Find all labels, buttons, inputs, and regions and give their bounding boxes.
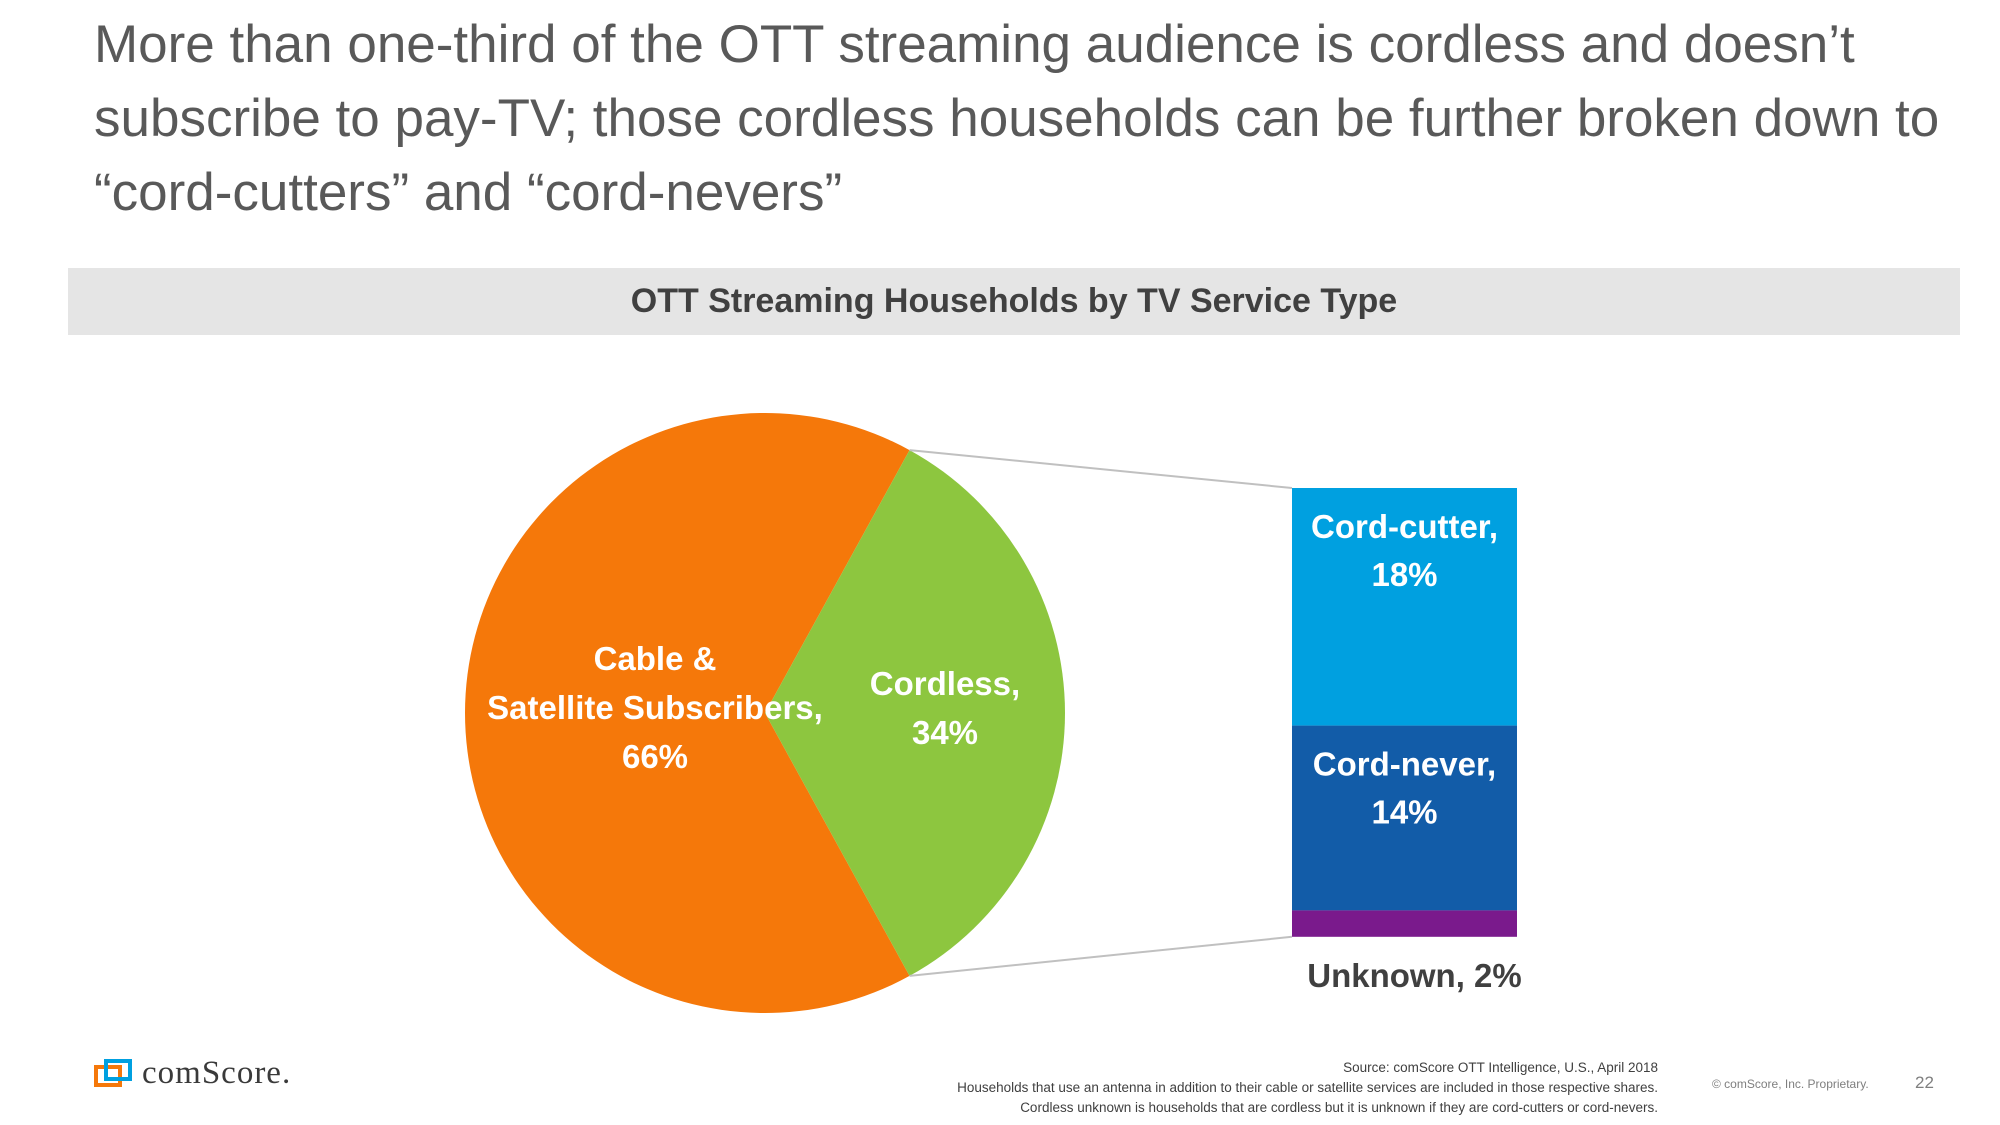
page-number: 22 <box>1915 1073 1934 1092</box>
chart-title: OTT Streaming Households by TV Service T… <box>630 282 1398 320</box>
bar-label-cord-never: Cord-never, 14% <box>1313 746 1496 831</box>
pie-of-bar-chart: Cable & Satellite Subscribers, 66% Cordless… <box>465 413 1522 1013</box>
pie-slice-cable-satellite-subscribers <box>465 413 910 1013</box>
pie-slice-cordless <box>765 450 1065 976</box>
bar-label-unknown: Unknown, 2% <box>1307 957 1522 994</box>
chart-title-banner: OTT Streaming Households by TV Service T… <box>68 268 1960 335</box>
bar-label-cord-cutter: Cord-cutter, 18% <box>1311 508 1498 593</box>
connector-line-top <box>909 449 1293 489</box>
pie-label-cable-satellite: Cable & Satellite Subscribers, 66% <box>487 640 823 775</box>
bar-segment-unknown <box>1292 910 1517 937</box>
source-notes: Source: comScore OTT Intelligence, U.S.,… <box>957 1058 1658 1118</box>
bar-segment-cord-cutter <box>1292 488 1517 726</box>
slide-headline: More than one-third of the OTT streaming… <box>94 15 1940 222</box>
connector-line-bottom <box>909 935 1293 977</box>
bar-segment-cord-never <box>1292 725 1517 911</box>
footnote-antenna: Households that use an antenna in additi… <box>957 1080 1658 1095</box>
logo-wordmark: comScore. <box>142 1055 292 1091</box>
copyright-text: © comScore, Inc. Proprietary. <box>1712 1077 1869 1091</box>
source-line: Source: comScore OTT Intelligence, U.S.,… <box>1343 1060 1658 1075</box>
pie-label-cordless: Cordless, 34% <box>870 665 1020 751</box>
footnote-unknown: Cordless unknown is households that are … <box>1020 1100 1658 1115</box>
comscore-logo: comScore. <box>94 1055 291 1092</box>
comscore-logo-icon <box>94 1058 132 1087</box>
